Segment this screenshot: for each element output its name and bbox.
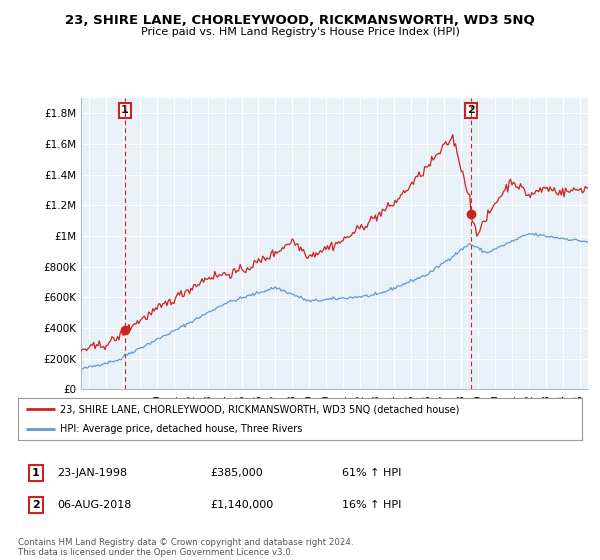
Text: HPI: Average price, detached house, Three Rivers: HPI: Average price, detached house, Thre… (60, 424, 302, 434)
Text: 2: 2 (467, 105, 475, 115)
Text: Contains HM Land Registry data © Crown copyright and database right 2024.
This d: Contains HM Land Registry data © Crown c… (18, 538, 353, 557)
Text: £385,000: £385,000 (210, 468, 263, 478)
Text: £1,140,000: £1,140,000 (210, 500, 273, 510)
Text: 23, SHIRE LANE, CHORLEYWOOD, RICKMANSWORTH, WD3 5NQ (detached house): 23, SHIRE LANE, CHORLEYWOOD, RICKMANSWOR… (60, 404, 460, 414)
Text: 06-AUG-2018: 06-AUG-2018 (57, 500, 131, 510)
Text: Price paid vs. HM Land Registry's House Price Index (HPI): Price paid vs. HM Land Registry's House … (140, 27, 460, 37)
Text: 61% ↑ HPI: 61% ↑ HPI (342, 468, 401, 478)
Text: 1: 1 (32, 468, 40, 478)
Text: 23-JAN-1998: 23-JAN-1998 (57, 468, 127, 478)
Text: 16% ↑ HPI: 16% ↑ HPI (342, 500, 401, 510)
Text: 1: 1 (121, 105, 128, 115)
Text: 2: 2 (32, 500, 40, 510)
Text: 23, SHIRE LANE, CHORLEYWOOD, RICKMANSWORTH, WD3 5NQ: 23, SHIRE LANE, CHORLEYWOOD, RICKMANSWOR… (65, 14, 535, 27)
